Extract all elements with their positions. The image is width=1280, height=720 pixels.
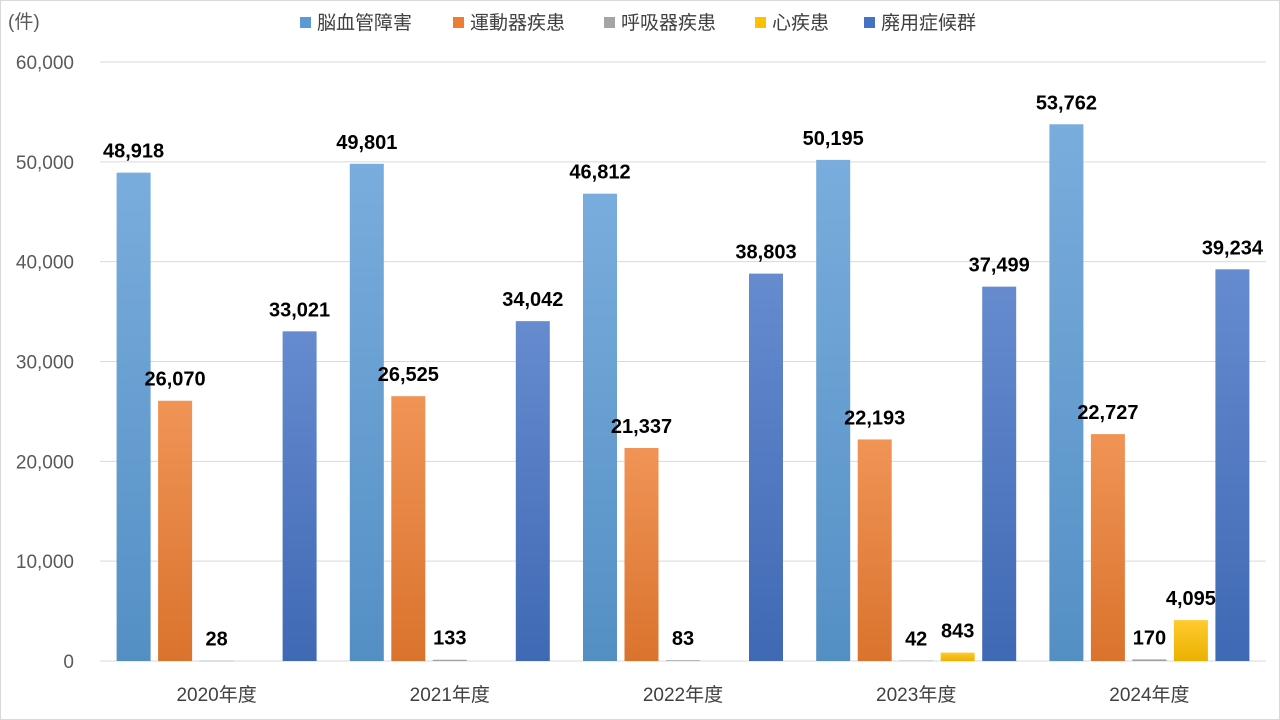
data-label: 4,095 (1166, 588, 1216, 610)
bars (116, 124, 1250, 662)
data-label: 34,042 (502, 289, 563, 311)
data-label: 46,812 (569, 162, 630, 184)
y-tick-label: 60,000 (16, 53, 74, 74)
x-tick-label: 2022年度 (643, 684, 723, 706)
bar-運動器疾患-2021年度 (391, 396, 426, 661)
legend: 脳血管障害 運動器疾患 呼吸器疾患 心疾患 廃用症候群 (300, 12, 976, 34)
data-label: 53,762 (1036, 92, 1097, 114)
y-tick-label: 20,000 (16, 452, 74, 473)
bar-脳血管障害-2024年度 (1049, 124, 1084, 662)
legend-item: 心疾患 (755, 12, 829, 34)
legend-swatch (864, 17, 875, 28)
y-tick-label: 10,000 (16, 552, 74, 573)
bar-脳血管障害-2021年度 (349, 163, 384, 662)
y-axis: 0 10,000 20,000 30,000 40,000 50,000 60,000 (16, 53, 1266, 673)
y-tick-label: 50,000 (16, 153, 74, 174)
bar-廃用症候群-2021年度 (515, 321, 550, 661)
bar-呼吸器疾患-2023年度 (899, 660, 934, 662)
legend-swatch (755, 17, 766, 28)
legend-label: 運動器疾患 (470, 12, 565, 34)
legend-item: 呼吸器疾患 (604, 12, 716, 34)
bar-運動器疾患-2020年度 (158, 400, 193, 661)
bar-呼吸器疾患-2022年度 (666, 660, 700, 661)
legend-item: 脳血管障害 (300, 12, 412, 34)
legend-label: 廃用症候群 (881, 12, 976, 34)
bar-脳血管障害-2023年度 (816, 159, 851, 661)
data-label: 22,193 (844, 407, 905, 429)
data-label: 48,918 (103, 141, 164, 163)
y-unit-label: (件) (8, 11, 40, 33)
bar-脳血管障害-2020年度 (116, 172, 151, 661)
bar-呼吸器疾患-2020年度 (199, 660, 234, 662)
data-label: 39,234 (1202, 237, 1264, 259)
legend-label: 脳血管障害 (317, 12, 412, 34)
data-label: 26,070 (145, 369, 206, 391)
bar-廃用症候群-2022年度 (749, 273, 783, 661)
bar-呼吸器疾患-2021年度 (432, 659, 467, 661)
data-labels: 48,918 26,070 28 33,021 49,801 26,525 133 34,04… (103, 92, 1264, 650)
data-label: 26,525 (378, 364, 439, 386)
x-tick-label: 2023年度 (876, 684, 956, 706)
legend-swatch (604, 17, 615, 28)
data-label: 21,337 (611, 416, 672, 438)
data-label: 28 (205, 629, 227, 651)
bar-廃用症候群-2023年度 (982, 286, 1017, 661)
x-tick-label: 2024年度 (1109, 684, 1189, 706)
y-tick-label: 30,000 (16, 353, 74, 374)
bar-脳血管障害-2022年度 (583, 193, 617, 661)
data-label: 843 (941, 621, 974, 643)
data-label: 50,195 (803, 128, 864, 150)
legend-swatch (300, 17, 311, 28)
bar-心疾患-2024年度 (1173, 620, 1208, 661)
data-label: 37,499 (969, 255, 1030, 277)
legend-label: 心疾患 (772, 12, 829, 34)
bar-呼吸器疾患-2024年度 (1132, 659, 1167, 661)
data-label: 38,803 (735, 242, 796, 264)
legend-swatch (453, 17, 464, 28)
data-label: 42 (905, 629, 927, 651)
data-label: 33,021 (269, 299, 330, 321)
legend-label: 呼吸器疾患 (621, 12, 716, 34)
bar-運動器疾患-2022年度 (624, 447, 659, 661)
data-label: 83 (672, 628, 694, 650)
data-label: 22,727 (1077, 402, 1138, 424)
legend-item: 廃用症候群 (864, 12, 976, 34)
bar-運動器疾患-2024年度 (1090, 434, 1125, 661)
data-label: 133 (433, 628, 466, 650)
bar-廃用症候群-2024年度 (1215, 269, 1250, 661)
y-tick-label: 40,000 (16, 253, 74, 274)
x-axis: 2020年度 2021年度 2022年度 2023年度 2024年度 (176, 684, 1189, 706)
bar-運動器疾患-2023年度 (857, 439, 892, 661)
x-tick-label: 2021年度 (410, 684, 490, 706)
y-tick-label: 0 (63, 652, 74, 673)
x-tick-label: 2020年度 (176, 684, 256, 706)
bar-心疾患-2023年度 (940, 652, 975, 661)
data-label: 170 (1133, 627, 1166, 649)
bar-廃用症候群-2020年度 (282, 331, 317, 661)
data-label: 49,801 (336, 132, 397, 154)
legend-item: 運動器疾患 (453, 12, 565, 34)
